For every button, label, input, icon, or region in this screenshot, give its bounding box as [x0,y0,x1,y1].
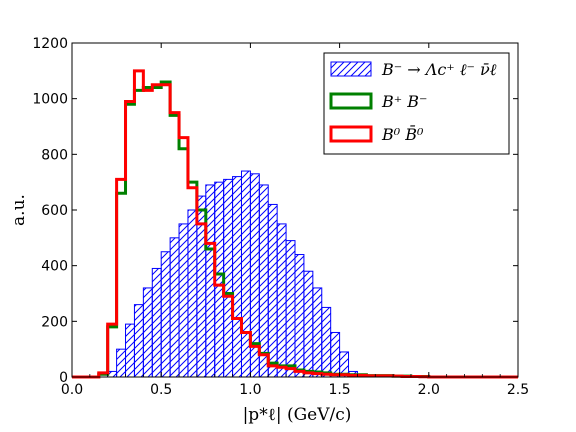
legend-label-b0b0bar: B⁰ B̄⁰ [381,123,424,144]
y-tick-label: 0 [59,370,68,386]
signal-bar [169,237,180,378]
signal-bar [160,251,171,378]
series-layer [72,69,518,379]
signal-bar [178,223,189,378]
signal-bar [294,254,305,378]
y-tick-label: 400 [41,259,68,275]
y-axis-title: a.u. [9,194,29,226]
signal-bar [285,240,296,378]
series-2 [72,69,518,379]
series-0 [107,170,367,378]
signal-bar [232,176,242,378]
y-tick-label: 1200 [32,36,68,52]
step-line-2 [72,69,518,379]
legend: B⁻ → Λc⁺ ℓ⁻ ν̄ℓ B⁺ B⁻ B⁰ B̄⁰ [323,52,510,155]
legend-swatch-bpbm [329,92,373,110]
signal-bar [267,203,278,378]
x-tick-label: 1.5 [328,382,350,398]
signal-bar [125,323,135,378]
signal-bar [303,270,314,378]
plot-area: 0.0 0.5 1.0 1.5 2.0 2.5 0 200 400 600 800 1000 1200 [32,36,529,398]
x-tick-label: 0.5 [150,382,172,398]
x-tick-label: 0.0 [61,382,83,398]
y-tick-label: 600 [41,203,68,219]
signal-bar [321,306,332,378]
legend-swatch-b0b0bar [329,125,373,143]
signal-bar [133,304,144,378]
y-tick-label: 200 [41,314,68,330]
signal-bar [151,267,162,378]
x-tick-label: 2.5 [507,382,529,398]
y-tick-label: 800 [41,147,68,163]
signal-bar [187,209,198,378]
y-tick-label: 1000 [32,92,68,108]
signal-bar [142,287,153,378]
signal-bar [116,348,127,378]
legend-label-signal: B⁻ → Λc⁺ ℓ⁻ ν̄ℓ [381,60,497,79]
plot-frame [71,42,519,378]
signal-bar [276,223,287,378]
signal-bar [312,287,323,378]
x-tick-label: 1.0 [239,382,261,398]
x-tick-label: 2.0 [418,382,440,398]
legend-label-bpbm: B⁺ B⁻ [381,92,428,111]
signal-bar [330,331,341,378]
x-axis-title: |p*ℓ| (GeV/c) [243,405,352,425]
legend-swatch-signal [330,61,372,77]
